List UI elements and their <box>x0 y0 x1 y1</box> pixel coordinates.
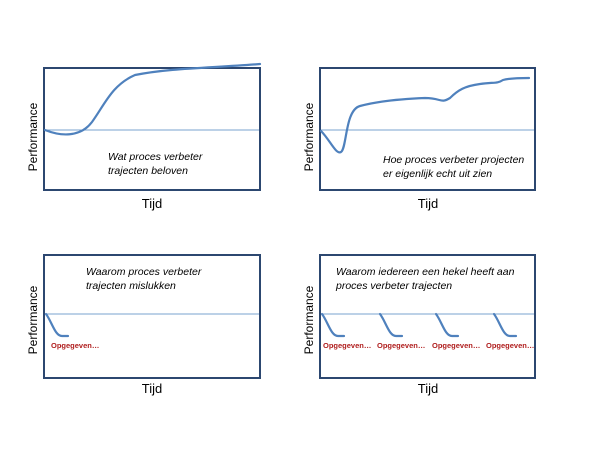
caption-line: Waarom iedereen een hekel heeft aan <box>336 266 515 278</box>
x-axis-label: Tijd <box>142 196 162 211</box>
caption-line: trajecten beloven <box>108 165 188 177</box>
caption-line: trajecten mislukken <box>86 280 176 292</box>
given-up-label: Opgegeven… <box>377 341 425 350</box>
caption-line: Wat proces verbeter <box>108 151 203 163</box>
given-up-label: Opgegeven… <box>486 341 534 350</box>
panel-frame <box>43 67 261 191</box>
x-axis-label: Tijd <box>142 381 162 396</box>
caption-line: proces verbeter trajecten <box>335 280 452 292</box>
dropoff-curve <box>378 312 404 338</box>
caption-line: Hoe proces verbeter projecten <box>383 154 524 166</box>
y-axis-label: Performance <box>302 285 316 354</box>
dropoff-curve <box>434 312 460 338</box>
x-axis-label: Tijd <box>418 196 438 211</box>
given-up-label: Opgegeven… <box>323 341 371 350</box>
y-axis-label: Performance <box>26 285 40 354</box>
panel-reality: Performance Tijd Hoe proces verbeter pro… <box>302 67 536 211</box>
panel-frame <box>319 67 536 191</box>
y-axis-label: Performance <box>26 102 40 171</box>
dropoff-curve <box>320 312 346 338</box>
panel-promise: Performance Tijd Wat proces verbeter tra… <box>26 62 262 211</box>
given-up-label: Opgegeven… <box>51 341 99 350</box>
caption-line: er eigenlijk echt uit zien <box>383 168 492 180</box>
x-axis-label: Tijd <box>418 381 438 396</box>
performance-curve <box>319 76 531 154</box>
caption-line: Waarom proces verbeter <box>86 266 202 278</box>
performance-curve <box>43 62 262 136</box>
panel-failure: Performance Tijd Waarom proces verbeter … <box>26 254 261 396</box>
dropoff-curve <box>492 312 518 338</box>
dropoff-curve <box>44 312 70 338</box>
panel-repeated-failure: Performance Tijd Waarom iedereen een hek… <box>302 254 536 396</box>
y-axis-label: Performance <box>302 102 316 171</box>
panel-frame <box>43 254 261 379</box>
panel-frame <box>319 254 536 379</box>
given-up-label: Opgegeven… <box>432 341 480 350</box>
